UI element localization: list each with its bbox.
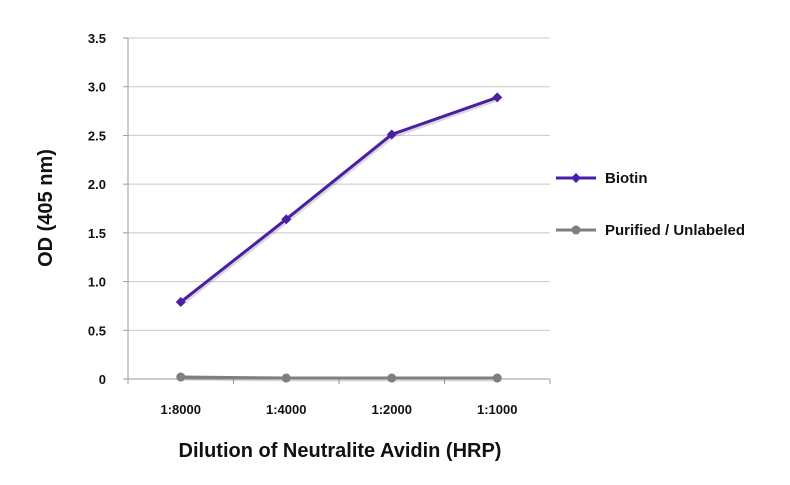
data-point-biotin xyxy=(281,214,292,225)
data-point-purified-unlabeled xyxy=(281,373,291,383)
legend-label: Purified / Unlabeled xyxy=(605,222,745,239)
series-line-biotin xyxy=(179,96,498,304)
series-biotin xyxy=(175,92,503,308)
x-axis-title: Dilution of Neutralite Avidin (HRP) xyxy=(179,440,502,462)
legend-swatch-marker xyxy=(571,173,581,183)
data-point-biotin xyxy=(492,92,503,103)
x-tick-label: 1:4000 xyxy=(266,402,306,417)
axes xyxy=(123,37,551,384)
legend-item-biotin: Biotin xyxy=(556,170,648,187)
x-tick-label: 1:1000 xyxy=(477,402,517,417)
y-tick-labels: 0 0.5 1.0 1.5 2.0 2.5 3.0 3.5 xyxy=(88,31,106,387)
data-point-purified-unlabeled xyxy=(492,373,502,383)
data-point-biotin xyxy=(175,297,186,308)
data-point-purified-unlabeled xyxy=(176,372,186,382)
x-tick-label: 1:2000 xyxy=(372,402,412,417)
legend-label: Biotin xyxy=(605,170,648,187)
y-tick-label: 3.5 xyxy=(88,31,106,46)
series-line-shadow xyxy=(182,377,499,382)
legend-swatch-marker xyxy=(571,225,581,235)
x-tick-labels: 1:8000 1:4000 1:2000 1:1000 xyxy=(161,402,518,417)
y-tick-label: 0 xyxy=(99,372,106,387)
series-line-purified-unlabeled xyxy=(180,375,498,380)
y-tick-label: 1.5 xyxy=(88,226,106,241)
data-point-biotin xyxy=(386,129,397,140)
legend: Biotin Purified / Unlabeled xyxy=(556,170,745,239)
series-line-shadow xyxy=(181,98,500,306)
y-axis-title: OD (405 nm) xyxy=(35,149,57,267)
legend-item-purified-unlabeled: Purified / Unlabeled xyxy=(556,222,745,239)
x-tick-label: 1:8000 xyxy=(161,402,201,417)
series xyxy=(175,92,503,383)
data-point-purified-unlabeled xyxy=(387,373,397,383)
series-purified-unlabeled xyxy=(176,372,502,383)
y-tick-label: 0.5 xyxy=(88,323,106,338)
y-tick-label: 1.0 xyxy=(88,275,106,290)
y-tick-label: 3.0 xyxy=(88,80,106,95)
gridlines xyxy=(128,37,550,331)
y-tick-label: 2.0 xyxy=(88,177,106,192)
y-tick-label: 2.5 xyxy=(88,128,106,143)
